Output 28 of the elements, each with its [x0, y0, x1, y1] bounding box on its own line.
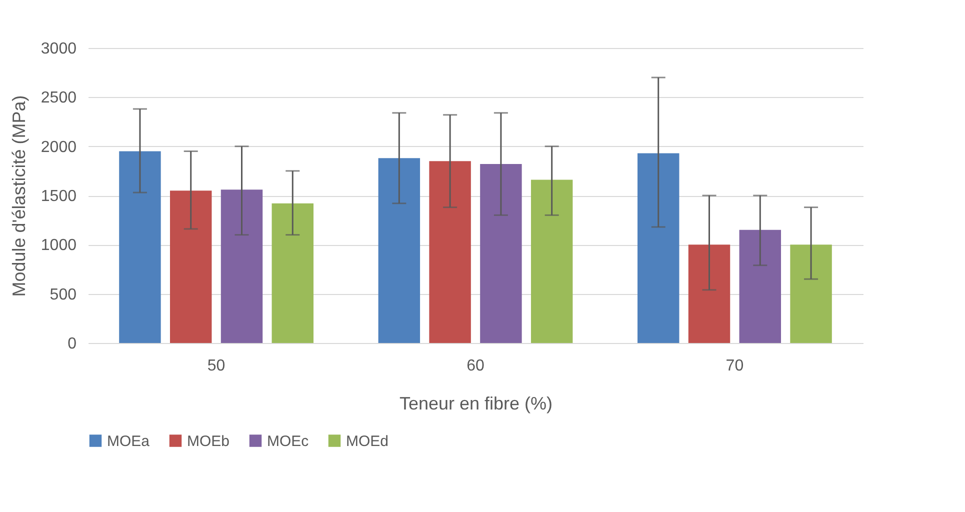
bar: [272, 203, 314, 343]
bar: [790, 244, 832, 343]
bar: [480, 164, 522, 343]
bar: [170, 190, 212, 343]
bar: [119, 151, 161, 343]
x-tick-label: 50: [207, 358, 226, 374]
legend-label: MOEc: [267, 432, 310, 450]
bar: [638, 153, 680, 343]
y-tick-label: 0: [68, 336, 77, 352]
legend-label: MOEa: [107, 432, 150, 450]
y-tick-label: 1000: [40, 237, 77, 254]
bar: [739, 230, 782, 343]
bar: [429, 161, 471, 343]
y-tick-label: 500: [50, 286, 77, 304]
y-tick-label: 1500: [40, 188, 77, 205]
x-axis-title: Teneur en fibre (%): [399, 394, 553, 414]
bar: [530, 180, 573, 343]
y-tick-label: 3000: [40, 40, 77, 58]
bar: [220, 190, 263, 343]
bar: [378, 158, 420, 343]
x-tick-label: 70: [726, 358, 744, 374]
y-axis-title: Module d'élasticité (MPa): [8, 95, 29, 297]
y-tick-label: 2500: [40, 90, 77, 107]
y-tick-label: 2000: [40, 138, 77, 156]
legend-label: MOEb: [187, 432, 230, 450]
x-tick-label: 60: [466, 358, 484, 374]
legend-label: MOEd: [346, 432, 389, 450]
bar: [688, 244, 730, 343]
